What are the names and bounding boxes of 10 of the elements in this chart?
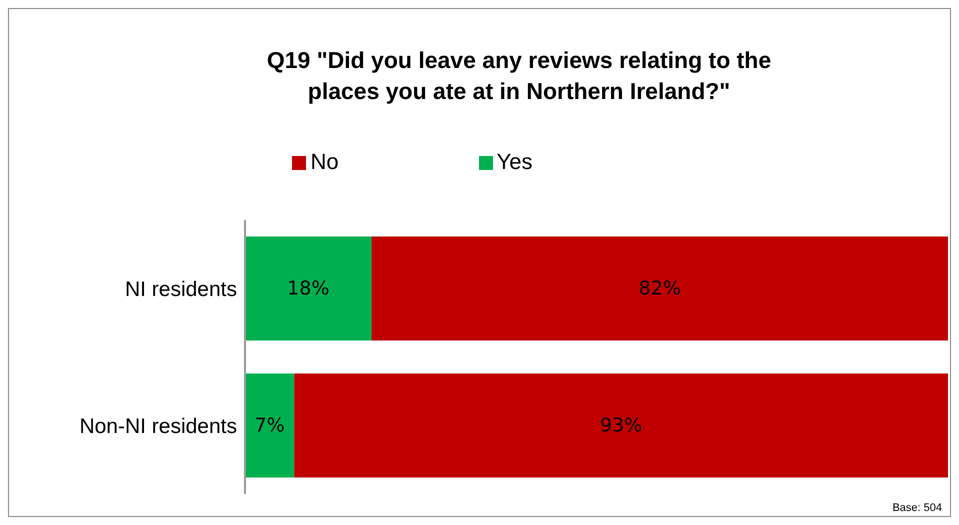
data-label: 93% [600,414,642,436]
y-tick-label: Non-NI residents [79,414,237,438]
text: Base: 504 [892,502,942,514]
data-label: 18% [287,277,330,300]
data-label: 7% [254,414,285,436]
chart-title: Q19 "Did you leave any reviews relating to the places you ate at in Northern Ireland?" [266,46,772,106]
legend-label: Yes [496,149,532,174]
legend-label: No [310,149,339,174]
y-tick-label: NI residents [124,278,237,301]
data-label: 82% [638,277,681,300]
